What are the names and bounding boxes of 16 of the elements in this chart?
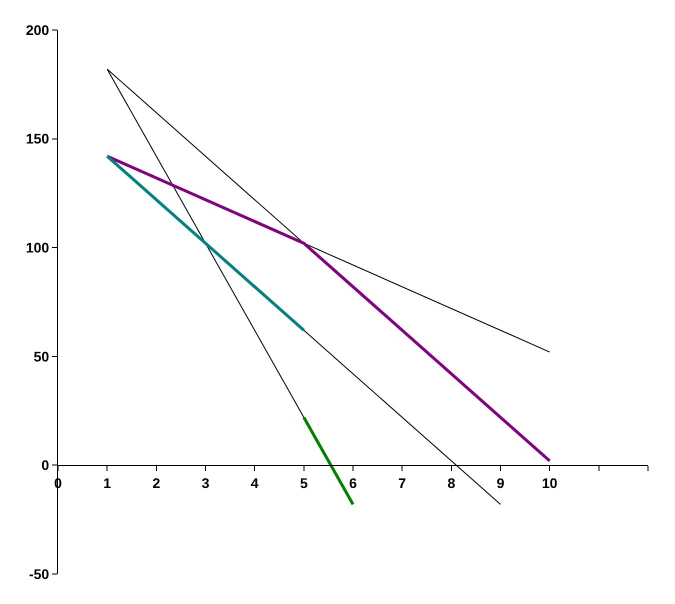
x-tick-label: 6 [349, 475, 358, 491]
x-tick-label: 5 [300, 475, 308, 491]
x-tick-label: 1 [103, 475, 112, 491]
y-tick-label: 150 [26, 130, 50, 147]
x-tick-label: 9 [496, 475, 505, 491]
x-tick-label: 3 [202, 475, 210, 491]
x-tick-label: 2 [152, 475, 160, 491]
y-tick-label: 100 [26, 240, 50, 256]
x-tick-label: 7 [398, 475, 406, 491]
x-tick-label: 4 [250, 475, 259, 491]
y-tick-label: 200 [26, 22, 50, 38]
y-tick-label: 0 [41, 457, 50, 474]
x-tick-label: 10 [542, 475, 558, 491]
y-tick-label: -50 [28, 566, 50, 582]
x-tick-label: 8 [447, 475, 456, 491]
y-tick-label: 50 [34, 348, 50, 364]
